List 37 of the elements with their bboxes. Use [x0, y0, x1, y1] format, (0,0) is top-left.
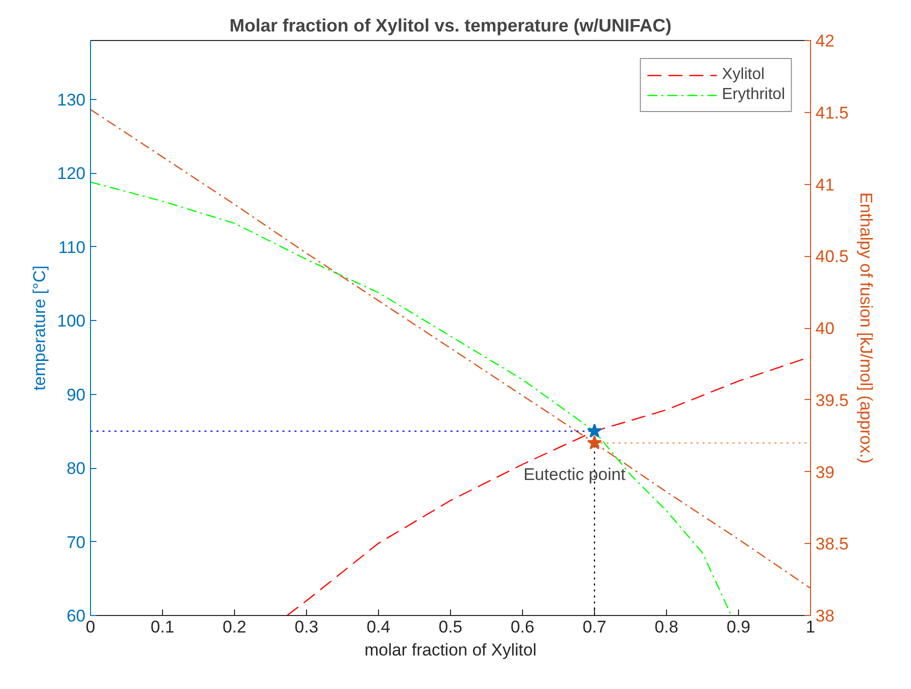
annotation: Eutectic point: [523, 465, 626, 484]
y2-tick-label: 38: [816, 606, 834, 626]
x-tick-label: 0.2: [222, 618, 246, 636]
y-tick-label: 80: [66, 459, 86, 478]
y2-tick-label: 42: [816, 32, 834, 50]
x-tick-label: 0.9: [726, 618, 750, 636]
y2-tick-label: 40.5: [816, 247, 849, 266]
line-series: [286, 356, 810, 616]
y2-tick-label: 40: [816, 319, 834, 338]
x-tick-label: 0.4: [366, 618, 390, 636]
y2-tick-label: 38.5: [816, 534, 849, 554]
y-tick-label: 130: [57, 90, 86, 110]
x-axis-title: molar fraction of Xylitol: [364, 640, 536, 660]
y-tick-label: 100: [57, 312, 86, 331]
legend-label: Xylitol: [722, 66, 765, 84]
y-tick-label: 120: [57, 164, 86, 184]
y-tick-label: 70: [66, 532, 86, 552]
y-axis-title: temperature [°C]: [30, 266, 50, 390]
line-series: [90, 181, 732, 616]
y2-tick-label: 39.5: [816, 390, 849, 410]
chart-title: Molar fraction of Xylitol vs. temperature (w/UNIFAC): [229, 16, 672, 36]
x-tick-label: 0.7: [582, 618, 606, 636]
y2-tick-label: 39: [816, 462, 834, 482]
y2-axis-title: Enthalpy of fusion [kJ/mol] (approx.): [856, 192, 876, 464]
y-tick-label: 90: [66, 385, 86, 404]
y-tick-label: 110: [58, 238, 86, 257]
legend-label: Erythritol: [722, 86, 785, 104]
y2-tick-label: 41: [816, 175, 834, 194]
x-tick-label: 0.6: [510, 618, 534, 636]
x-tick-label: 0.1: [150, 618, 174, 636]
x-tick-label: 0.3: [294, 618, 318, 636]
x-tick-label: 0.8: [654, 618, 678, 636]
x-tick-label: 0.5: [438, 618, 462, 636]
x-tick-label: 0: [86, 618, 96, 636]
x-tick-label: 1: [806, 618, 816, 636]
y-tick-label: 60: [66, 606, 86, 626]
y2-tick-label: 41.5: [816, 103, 849, 122]
